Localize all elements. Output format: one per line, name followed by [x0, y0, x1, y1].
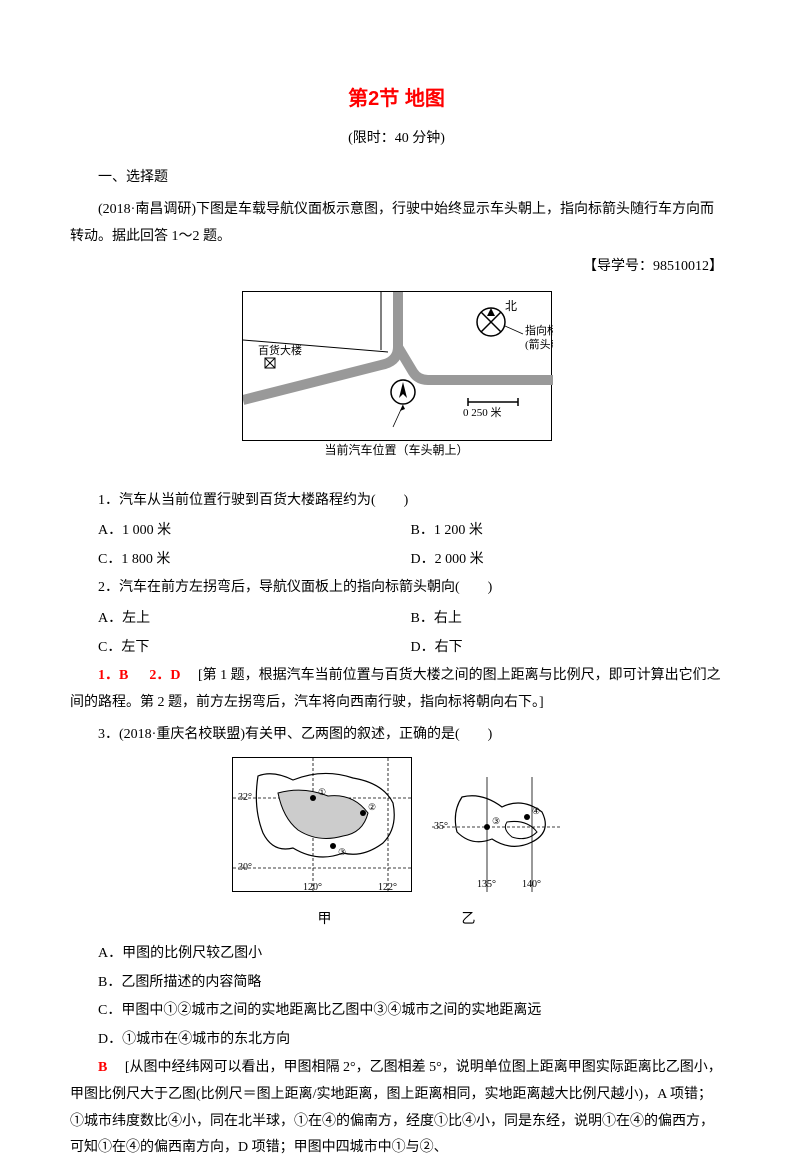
answer-3-text: [从图中经纬网可以看出，甲图相隔 2°，乙图相差 5°，说明单位图上距离甲图实际…	[70, 1060, 722, 1155]
time-limit: (限时：40 分钟)	[70, 126, 723, 153]
answer-12: 1．B 2．D [第 1 题，根据汽车当前位置与百货大楼之间的图上距离与比例尺，…	[70, 663, 723, 716]
q3-option-a: A．甲图的比例尺较乙图小	[70, 941, 723, 968]
svg-text:①: ①	[318, 787, 326, 797]
q3-option-d: D．①城市在④城市的东北方向	[70, 1027, 723, 1054]
section-heading: 一、选择题	[70, 165, 723, 192]
q3-option-b: B．乙图所描述的内容简略	[70, 970, 723, 997]
svg-text:④: ④	[532, 806, 540, 816]
q2-option-a: A．左上	[98, 606, 411, 633]
q2-options-row2: C．左下 D．右下	[70, 635, 723, 662]
q2-stem: 2．汽车在前方左拐弯后，导航仪面板上的指向标箭头朝向( )	[70, 575, 723, 602]
q2-option-b: B．右上	[411, 606, 724, 633]
svg-text:135°: 135°	[477, 879, 496, 890]
q2-option-d: D．右下	[411, 635, 724, 662]
q1-stem: 1．汽车从当前位置行驶到百货大楼路程约为( )	[70, 488, 723, 515]
svg-text:③: ③	[492, 816, 500, 826]
figure-2-labels: 甲 乙	[70, 907, 723, 934]
q1-option-d: D．2 000 米	[411, 547, 724, 574]
q3-stem: 3．(2018·重庆名校联盟)有关甲、乙两图的叙述，正确的是( )	[70, 722, 723, 749]
svg-text:30°: 30°	[238, 862, 252, 873]
svg-text:120°: 120°	[303, 882, 322, 893]
q1-options-row2: C．1 800 米 D．2 000 米	[70, 547, 723, 574]
svg-text:北: 北	[505, 299, 517, 313]
intro-paragraph: (2018·南昌调研)下图是车载导航仪面板示意图，行驶中始终显示车头朝上，指向标…	[70, 197, 723, 250]
svg-text:32°: 32°	[238, 792, 252, 803]
figure-1: 百货大楼 北 指向标 (箭头朝北) 0 250 米 当前汽车位置（车头朝上）	[242, 291, 552, 441]
q1-option-a: A．1 000 米	[98, 518, 411, 545]
svg-text:122°: 122°	[378, 882, 397, 893]
fig2-label-a: 甲	[318, 907, 332, 934]
q1-option-c: C．1 800 米	[98, 547, 411, 574]
svg-text:指向标: 指向标	[525, 323, 553, 337]
figure-2-container: ① ② ③ 32° 30° 120° 122° ③	[70, 757, 723, 903]
q2-option-c: C．左下	[98, 635, 411, 662]
guide-number: 【导学号：98510012】	[70, 254, 723, 281]
q1-options-row1: A．1 000 米 B．1 200 米	[70, 518, 723, 545]
answer-2: 2．D	[149, 668, 180, 683]
fig2-label-b: 乙	[462, 907, 476, 934]
figure-1-container: 百货大楼 北 指向标 (箭头朝北) 0 250 米 当前汽车位置（车头朝上）	[70, 291, 723, 452]
building-label: 百货大楼	[258, 343, 302, 357]
answer-1: 1．B	[98, 668, 128, 683]
svg-text:140°: 140°	[522, 879, 541, 890]
page-title: 第2节 地图	[70, 80, 723, 118]
svg-text:35°: 35°	[434, 821, 448, 832]
q1-option-b: B．1 200 米	[411, 518, 724, 545]
q3-option-c: C．甲图中①②城市之间的实地距离比乙图中③④城市之间的实地距离远	[70, 998, 723, 1025]
figure-2b: ③ ④ 35° 135° 140°	[432, 777, 562, 892]
figure-2a: ① ② ③ 32° 30° 120° 122°	[232, 757, 412, 892]
answer-3-letter: B	[98, 1060, 107, 1075]
car-position-label: 当前汽车位置（车头朝上）	[243, 439, 551, 462]
svg-text:0 250 米: 0 250 米	[463, 406, 502, 419]
svg-text:③: ③	[338, 847, 346, 857]
svg-text:②: ②	[368, 802, 376, 812]
q2-options-row1: A．左上 B．右上	[70, 606, 723, 633]
answer-3: B [从图中经纬网可以看出，甲图相隔 2°，乙图相差 5°，说明单位图上距离甲图…	[70, 1055, 723, 1161]
svg-text:(箭头朝北): (箭头朝北)	[525, 337, 553, 351]
